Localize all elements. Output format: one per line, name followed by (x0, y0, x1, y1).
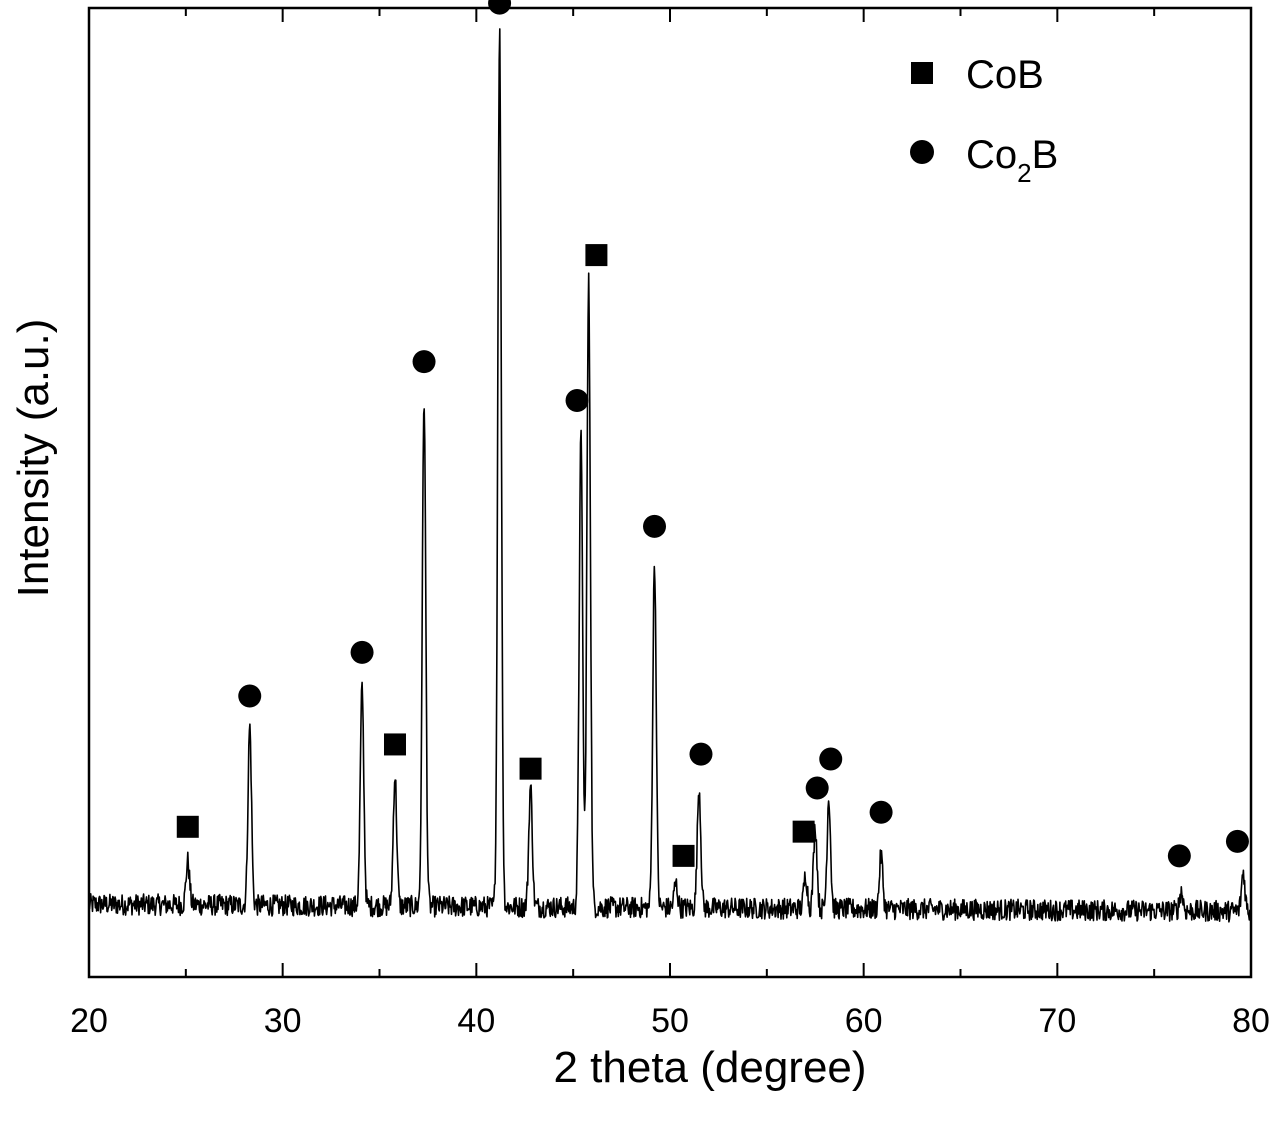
cob-square-marker (585, 244, 607, 266)
x-axis-title: 2 theta (degree) (553, 1043, 866, 1092)
cob-square-marker (384, 733, 406, 755)
co2b-circle-marker (689, 743, 712, 766)
legend-label-co2b-main: Co (966, 133, 1017, 177)
co2b-circle-marker (819, 747, 842, 770)
y-axis-title: Intensity (a.u.) (9, 319, 58, 598)
x-tick-label: 60 (845, 1002, 883, 1040)
co2b-circle-marker (413, 350, 436, 373)
legend-label-cob: CoB (966, 53, 1044, 97)
co2b-circle-marker (806, 777, 829, 800)
cob-square-marker (673, 845, 695, 867)
x-tick-label: 20 (70, 1002, 108, 1040)
cob-square-marker (793, 821, 815, 843)
x-tick-label: 30 (264, 1002, 302, 1040)
legend: CoB Co2B (910, 53, 1058, 188)
co2b-circle-marker (870, 801, 893, 824)
co2b-circle-marker (643, 515, 666, 538)
cob-square-marker (520, 758, 542, 780)
x-tick-label: 40 (457, 1002, 495, 1040)
legend-label-co2b-tail: B (1032, 133, 1059, 177)
x-axis-ticks: 20 30 40 50 60 70 80 (70, 8, 1270, 1040)
co2b-circle-marker (1226, 830, 1249, 853)
legend-label-co2b: Co2B (966, 133, 1058, 188)
axes-frame (89, 8, 1251, 977)
spectrum-line (89, 29, 1251, 922)
x-tick-label: 80 (1232, 1002, 1270, 1040)
co2b-circle-marker (351, 641, 374, 664)
xrd-chart: 20 30 40 50 60 70 80 2 theta (degree) Intensit… (0, 0, 1277, 1132)
x-tick-label: 70 (1038, 1002, 1076, 1040)
co2b-circle-marker (566, 389, 589, 412)
plot-area (89, 29, 1251, 922)
cob-square-marker (177, 816, 199, 838)
co2b-circle-marker (488, 0, 511, 15)
legend-circle-marker (910, 140, 934, 164)
axes-box (89, 8, 1251, 977)
co2b-circle-marker (238, 684, 261, 707)
legend-label-co2b-sub: 2 (1017, 158, 1031, 188)
peak-markers (177, 0, 1249, 867)
co2b-circle-marker (1168, 844, 1191, 867)
x-tick-label: 50 (651, 1002, 689, 1040)
legend-square-marker (911, 62, 933, 84)
